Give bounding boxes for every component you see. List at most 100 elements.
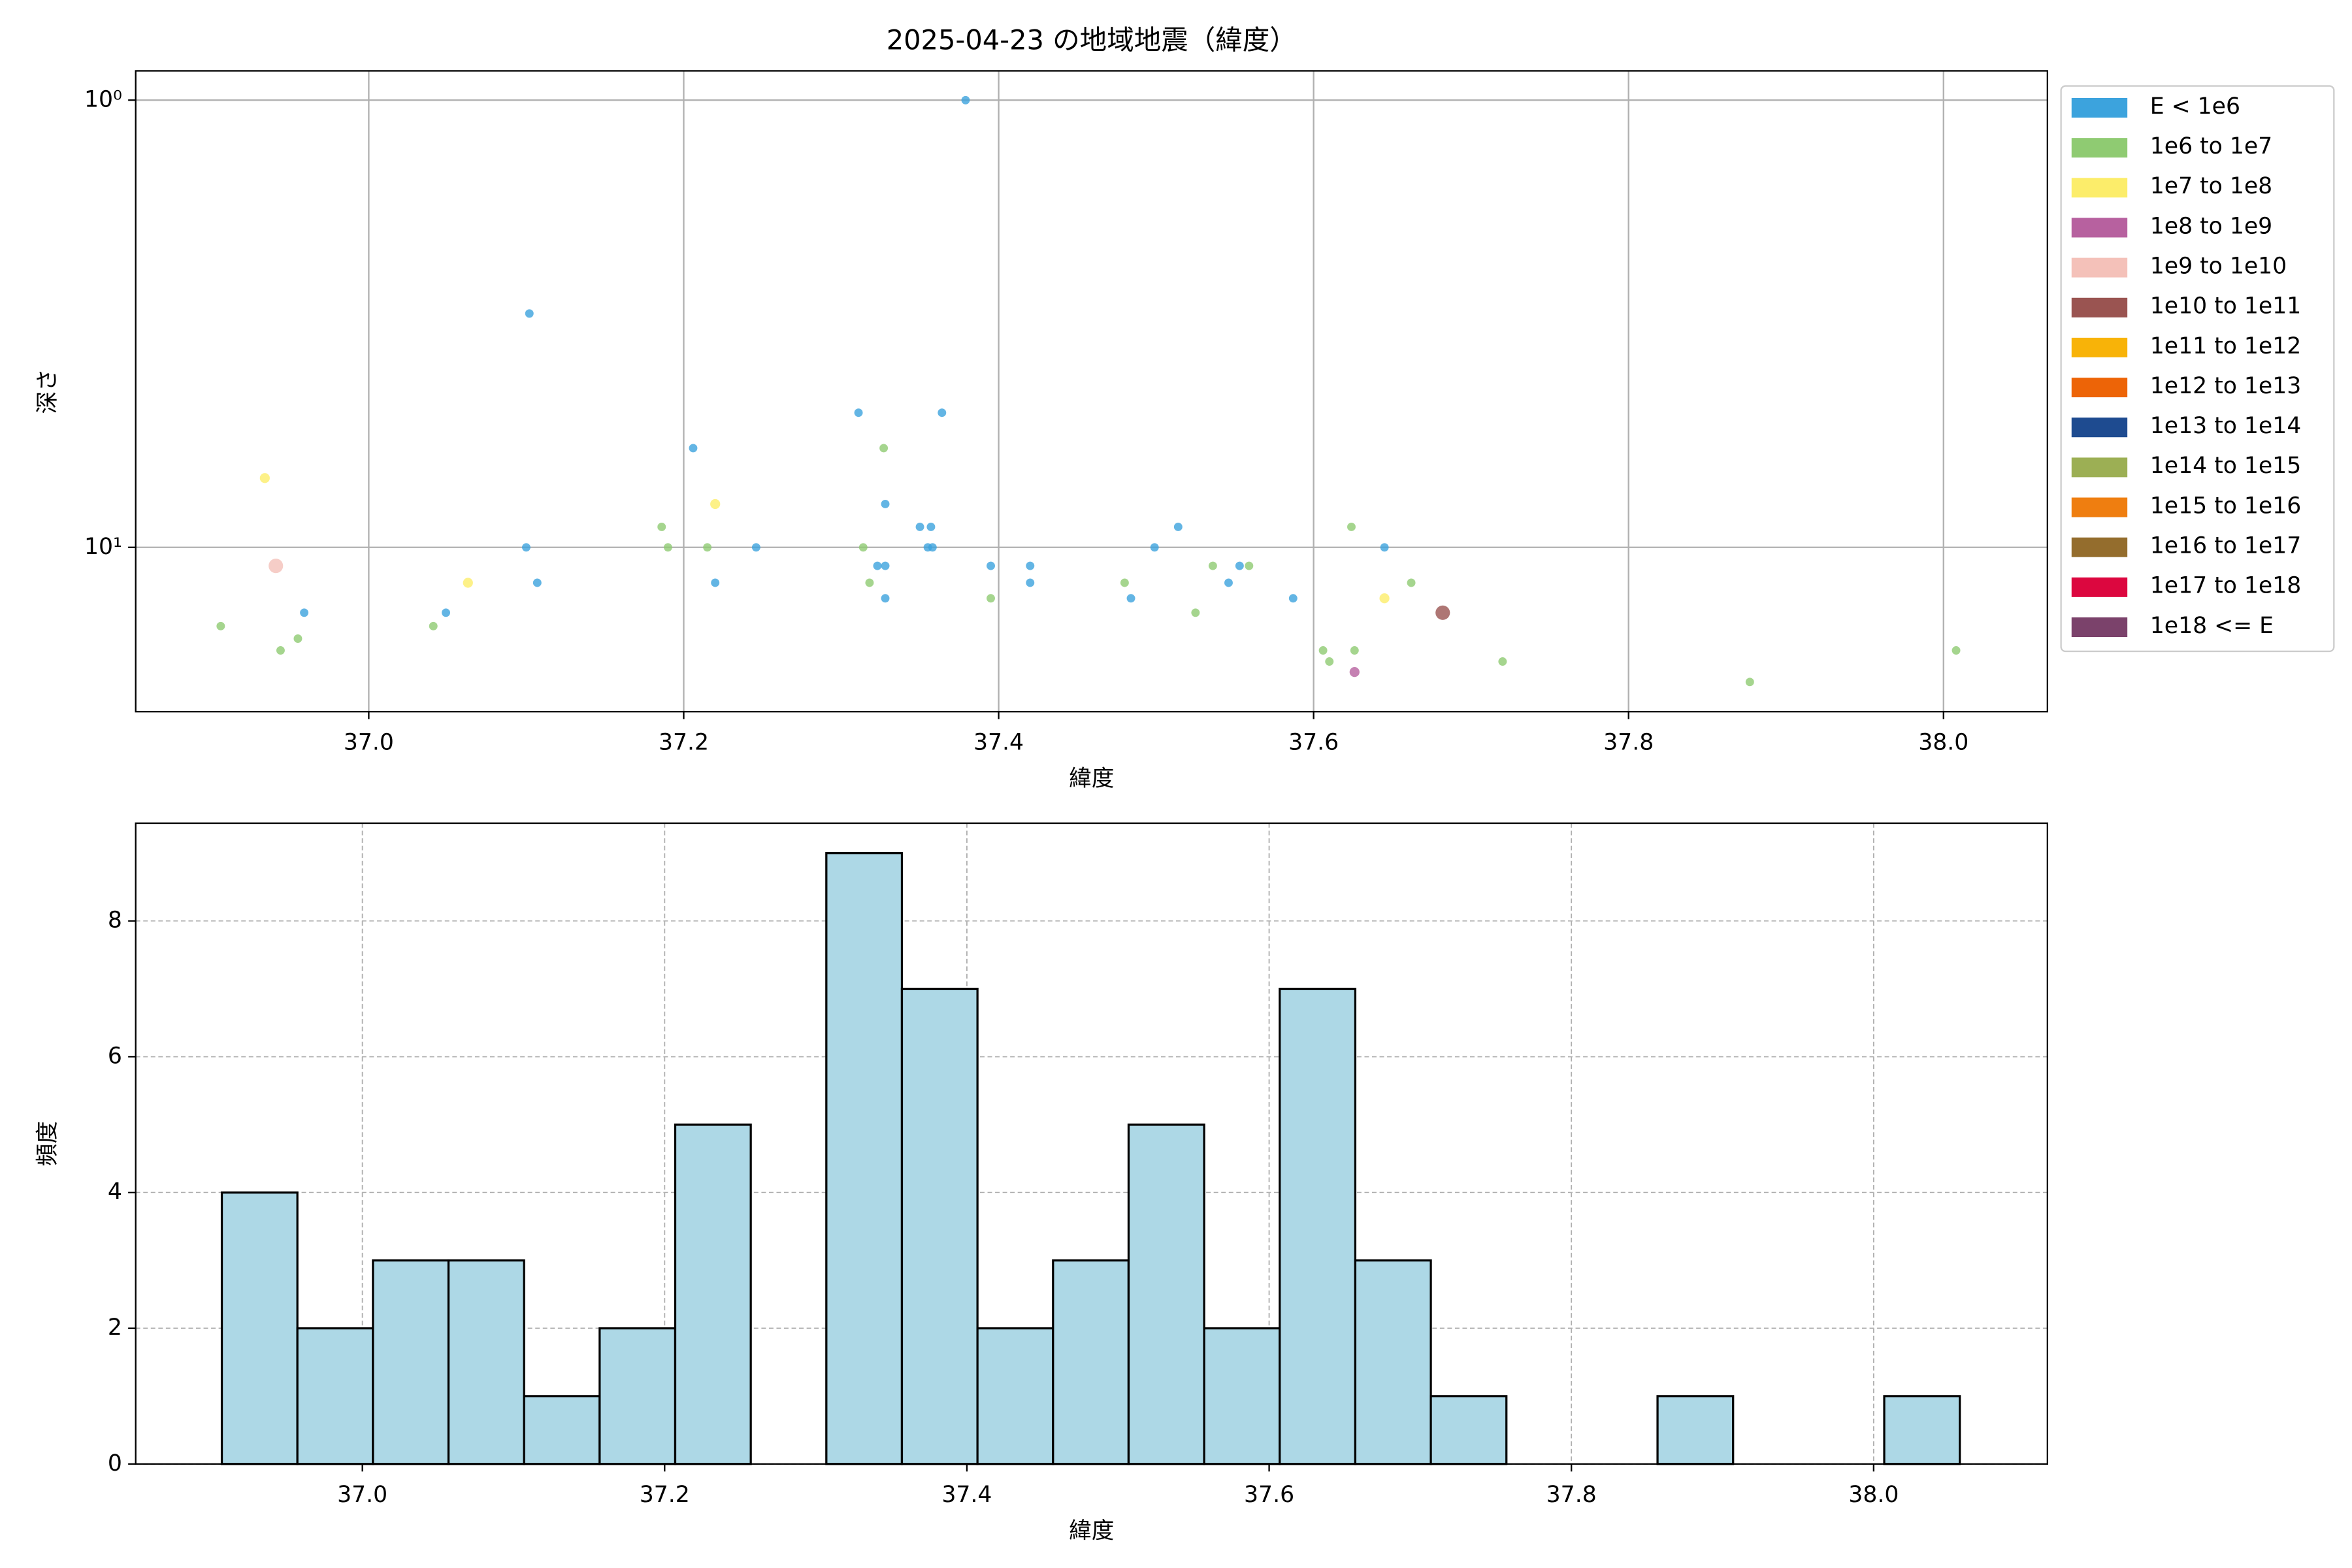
bar	[598, 1327, 677, 1465]
point	[881, 594, 890, 603]
bar	[1429, 1395, 1508, 1465]
y-tick-label: 0	[108, 1450, 122, 1477]
legend-label: 1e7 to 1e8	[2150, 173, 2272, 199]
x-tick-label: 37.4	[941, 1482, 992, 1508]
point	[269, 559, 284, 574]
x-tick-label: 37.6	[1244, 1482, 1294, 1508]
x-tick-label: 37.6	[1288, 730, 1339, 756]
legend-swatch	[2071, 417, 2128, 438]
bar	[372, 1259, 450, 1465]
y-tick-label: 10¹	[84, 534, 122, 560]
x-tick-label: 37.2	[659, 730, 709, 756]
legend-label: 1e9 to 1e10	[2150, 253, 2287, 279]
y-tick-label: 4	[108, 1179, 122, 1205]
point	[915, 522, 924, 531]
bar	[447, 1259, 525, 1465]
point	[1952, 646, 1961, 655]
point	[881, 561, 890, 570]
bar	[1127, 1123, 1205, 1465]
bar	[1203, 1327, 1281, 1465]
point	[858, 543, 868, 552]
point	[1026, 561, 1035, 570]
point	[1150, 543, 1159, 552]
point	[1325, 657, 1334, 666]
point	[703, 543, 712, 552]
x-tick-label: 38.0	[1918, 730, 1968, 756]
point	[1191, 608, 1200, 617]
point	[1026, 578, 1035, 587]
legend: E < 1e6 1e6 to 1e7 1e7 to 1e8 1e8 to 1e9 1e9…	[2060, 85, 2335, 653]
legend-swatch	[2071, 178, 2128, 198]
y-tick-label: 2	[108, 1315, 122, 1341]
x-axis-label: 緯度	[1069, 766, 1114, 792]
point	[1407, 578, 1416, 587]
point	[293, 634, 302, 643]
point	[689, 444, 698, 453]
point	[1318, 646, 1328, 655]
x-axis-label: 緯度	[1069, 1518, 1114, 1544]
point	[926, 522, 936, 531]
bar	[1656, 1395, 1735, 1465]
x-tick-label: 37.8	[1546, 1482, 1597, 1508]
point	[1245, 561, 1254, 570]
point	[751, 543, 760, 552]
legend-swatch	[2071, 297, 2128, 318]
point	[987, 561, 995, 570]
plot-frame	[135, 70, 2048, 713]
legend-swatch	[2071, 577, 2128, 597]
legend-label: 1e16 to 1e17	[2150, 533, 2301, 559]
chart-title: 2025-04-23 の地域地震（緯度）	[887, 24, 1297, 56]
point	[865, 578, 874, 587]
point	[657, 522, 666, 531]
point	[429, 621, 438, 630]
y-axis-label: 頻度	[35, 1121, 61, 1166]
bar	[296, 1327, 374, 1465]
point	[711, 578, 720, 587]
point	[1349, 666, 1360, 678]
y-tick-label: 6	[108, 1043, 122, 1069]
legend-swatch	[2071, 497, 2128, 517]
plot-frame	[135, 822, 2048, 1465]
bar	[900, 987, 979, 1465]
legend-label: 1e6 to 1e7	[2150, 133, 2272, 159]
legend-swatch	[2071, 537, 2128, 557]
point	[1380, 543, 1389, 552]
point	[663, 543, 672, 552]
legend-label: E < 1e6	[2150, 93, 2240, 120]
legend-label: 1e14 to 1e15	[2150, 453, 2301, 479]
point	[1235, 561, 1244, 570]
legend-swatch	[2071, 337, 2128, 357]
point	[1126, 594, 1135, 603]
x-tick-label: 37.2	[640, 1482, 690, 1508]
bar	[825, 852, 904, 1465]
y-tick-label: 10⁰	[84, 86, 122, 112]
point	[1288, 594, 1298, 603]
legend-label: 1e11 to 1e12	[2150, 333, 2301, 359]
bar	[220, 1191, 299, 1465]
bar	[976, 1327, 1054, 1465]
point	[1224, 578, 1233, 587]
point	[532, 578, 542, 587]
point	[881, 499, 890, 508]
point	[463, 578, 473, 588]
bar	[523, 1395, 601, 1465]
point	[1173, 522, 1183, 531]
marks	[220, 852, 1961, 1465]
legend-swatch	[2071, 457, 2128, 478]
x-tick-label: 37.0	[337, 1482, 387, 1508]
point	[928, 543, 937, 552]
point	[216, 621, 225, 630]
bar	[1052, 1259, 1130, 1465]
bar	[1883, 1395, 1961, 1465]
legend-label: 1e17 to 1e18	[2150, 573, 2301, 599]
point	[854, 408, 863, 417]
legend-frame	[2060, 85, 2335, 653]
point	[442, 608, 450, 617]
bar	[1279, 987, 1357, 1465]
point	[1435, 605, 1450, 620]
bar	[1354, 1259, 1432, 1465]
point	[525, 309, 534, 318]
x-tick-label: 38.0	[1848, 1482, 1899, 1508]
point	[873, 561, 882, 570]
